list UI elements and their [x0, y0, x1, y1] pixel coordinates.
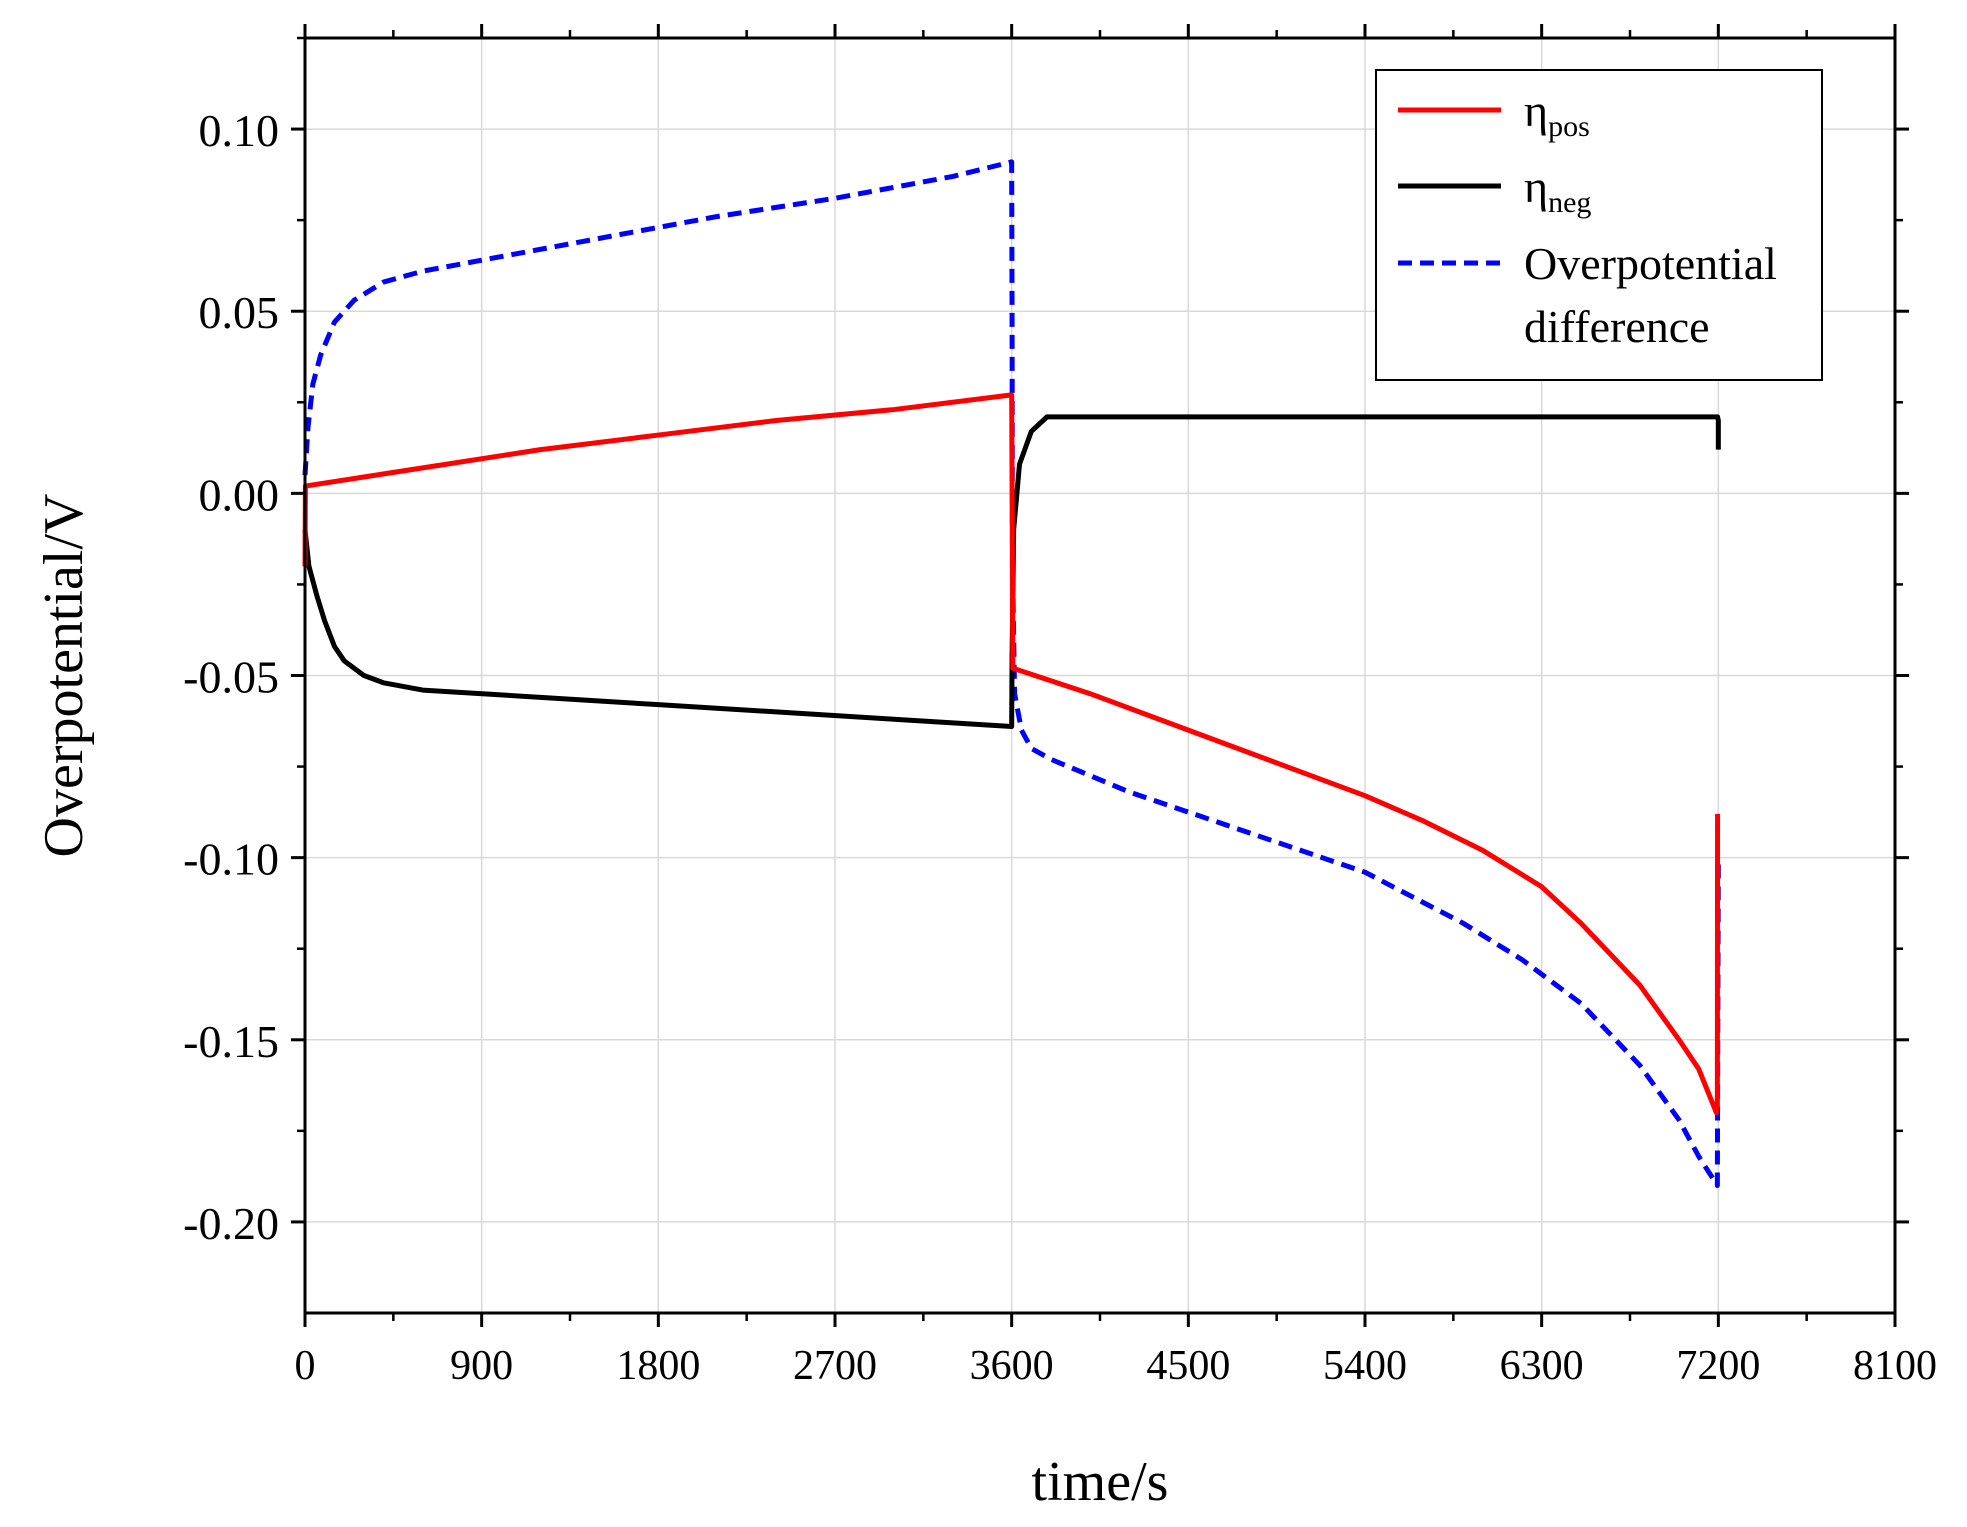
x-tick-label: 3600 — [970, 1343, 1054, 1389]
x-tick-label: 6300 — [1500, 1343, 1584, 1389]
y-tick-label: -0.10 — [183, 834, 279, 885]
legend-label-neg-sub: neg — [1548, 186, 1591, 219]
legend-label-diff-line2: difference — [1524, 301, 1710, 352]
ticks — [291, 24, 1909, 1327]
legend: ηpos ηneg Overpotential difference — [1375, 69, 1823, 381]
y-tick-labels: 0.10 0.05 0.00 -0.05 -0.10 -0.15 -0.20 — [183, 105, 279, 1249]
x-tick-label: 0 — [295, 1343, 316, 1389]
x-tick-label: 7200 — [1676, 1343, 1760, 1389]
legend-label-neg-main: η — [1524, 161, 1548, 212]
y-axis-title: Overpotential/V — [33, 494, 95, 858]
legend-label-neg: ηneg — [1524, 161, 1591, 219]
y-tick-label: -0.05 — [183, 652, 279, 703]
x-tick-label: 2700 — [793, 1343, 877, 1389]
series-layer — [302, 159, 1721, 1188]
y-tick-label: -0.15 — [183, 1016, 279, 1067]
x-tick-labels: 0 900 1800 2700 3600 4500 5400 6300 7200 8100 — [295, 1343, 1938, 1389]
x-tick-label: 900 — [450, 1343, 513, 1389]
legend-label-diff-line1: Overpotential — [1524, 238, 1777, 289]
x-tick-label: 8100 — [1853, 1343, 1937, 1389]
series-line-neg — [302, 414, 1721, 729]
x-tick-label: 4500 — [1146, 1343, 1230, 1389]
legend-label-pos-sub: pos — [1548, 110, 1590, 143]
legend-label-pos-main: η — [1524, 85, 1548, 136]
y-tick-label: -0.20 — [183, 1198, 279, 1249]
legend-box — [1375, 69, 1823, 381]
y-tick-label: 0.05 — [199, 287, 280, 338]
series-line-pos — [302, 392, 1721, 1116]
legend-label-pos: ηpos — [1524, 85, 1590, 143]
x-tick-label: 1800 — [616, 1343, 700, 1389]
y-tick-label: 0.00 — [199, 469, 280, 520]
y-tick-label: 0.10 — [199, 105, 280, 156]
x-tick-label: 5400 — [1323, 1343, 1407, 1389]
x-axis-title: time/s — [1032, 1451, 1169, 1513]
